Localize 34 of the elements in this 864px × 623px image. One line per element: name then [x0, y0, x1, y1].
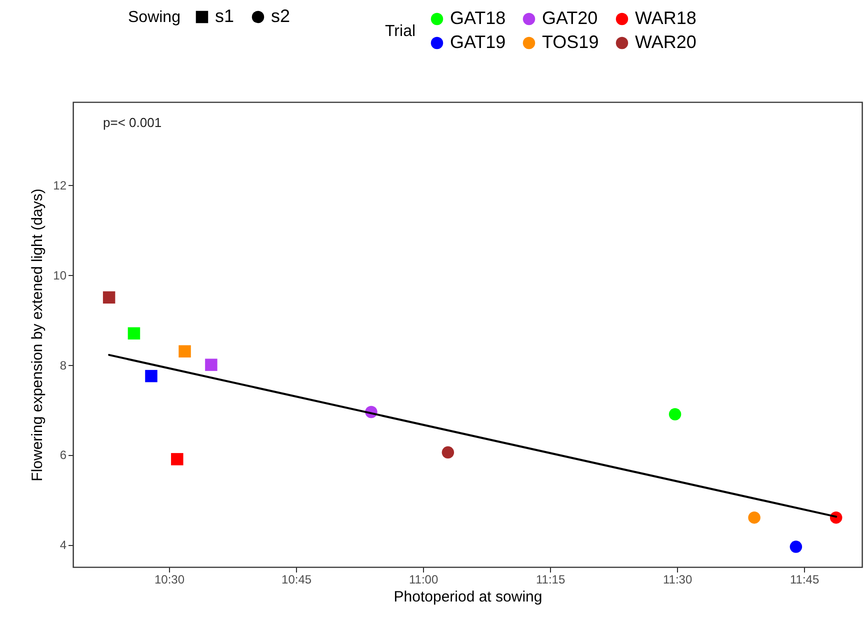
y-axis-title: Flowering expension by extened light (days)	[29, 188, 46, 482]
point	[145, 370, 158, 382]
text: Sowing	[128, 9, 180, 26]
x-tick-label: 10:30	[154, 572, 185, 586]
y-tick-label: 8	[60, 358, 67, 372]
x-tick-label: 11:00	[408, 572, 438, 586]
legend-label: s2	[271, 6, 290, 26]
y-tick-label: 6	[60, 448, 67, 462]
legend-label: TOS19	[542, 32, 599, 52]
point	[102, 291, 116, 304]
point	[442, 446, 454, 459]
legend-label: GAT20	[542, 8, 598, 28]
x-tick-label: 10:45	[282, 572, 312, 586]
point	[668, 408, 682, 420]
legend-label: GAT19	[450, 32, 506, 52]
point	[748, 511, 760, 524]
annotation: p=< 0.001	[103, 115, 162, 130]
x-axis-title: Photoperiod at sowing	[394, 588, 542, 606]
point	[790, 540, 802, 553]
legend-label: WAR20	[635, 32, 696, 52]
point	[171, 453, 184, 466]
y-tick-label: 12	[53, 178, 67, 193]
legend-label: s1	[215, 6, 234, 26]
y-tick-label: 4	[60, 538, 67, 552]
point	[178, 345, 191, 358]
x-tick-label: 11:30	[663, 572, 692, 586]
legend-label: GAT18	[450, 8, 506, 28]
text: Trial	[385, 23, 416, 40]
legend-label: WAR18	[635, 8, 696, 28]
x-tick-label: 11:15	[536, 572, 566, 586]
point	[205, 358, 218, 371]
x-tick-label: 11:45	[790, 572, 820, 586]
point	[128, 327, 140, 340]
y-tick-label: 10	[53, 268, 67, 282]
